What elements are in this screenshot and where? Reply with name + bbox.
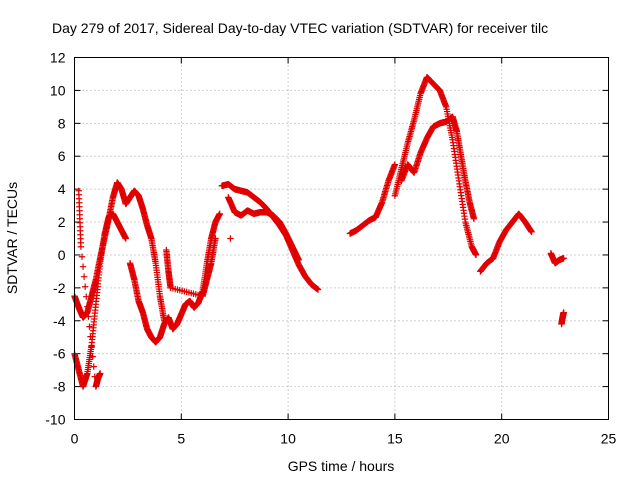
x-tick-labels: 0 5 10 15 20 25 bbox=[71, 431, 617, 447]
x-tick-label: 0 bbox=[71, 431, 79, 447]
x-tick-label: 10 bbox=[280, 431, 296, 447]
y-tick-label: -2 bbox=[53, 280, 66, 296]
plot-frame bbox=[74, 57, 609, 420]
data-point bbox=[212, 235, 219, 242]
y-tick-label: -4 bbox=[53, 313, 66, 329]
data-point bbox=[216, 210, 223, 218]
data-point bbox=[83, 293, 90, 300]
x-tick-label: 20 bbox=[494, 431, 510, 447]
data-point bbox=[470, 215, 478, 222]
data-point bbox=[86, 323, 93, 330]
data-point bbox=[295, 256, 302, 264]
y-tick-label: 4 bbox=[58, 181, 66, 197]
data-point bbox=[89, 353, 96, 360]
data-point bbox=[80, 273, 88, 280]
y-tick-label: -8 bbox=[53, 379, 66, 395]
data-point bbox=[96, 370, 104, 377]
data-point bbox=[88, 343, 95, 350]
data-point bbox=[87, 333, 94, 340]
y-tick-labels: -10 -8 -6 -4 -2 0 2 4 6 8 10 12 bbox=[45, 50, 65, 428]
y-tick-label: 6 bbox=[58, 148, 66, 164]
x-tick-label: 15 bbox=[387, 431, 403, 447]
data-point bbox=[77, 243, 85, 250]
y-tick-label: 12 bbox=[50, 50, 66, 66]
data-points bbox=[71, 74, 567, 390]
y-axis-label: SDTVAR / TECUs bbox=[4, 182, 20, 294]
data-point bbox=[78, 253, 86, 260]
y-tick-label: 0 bbox=[58, 247, 66, 263]
data-point bbox=[79, 263, 87, 270]
data-point bbox=[227, 235, 234, 242]
x-axis-label: GPS time / hours bbox=[288, 458, 395, 474]
data-point bbox=[122, 235, 129, 242]
y-tick-label: -10 bbox=[45, 412, 65, 428]
data-point bbox=[472, 251, 480, 259]
x-tick-label: 5 bbox=[177, 431, 185, 447]
y-tick-label: 2 bbox=[58, 214, 66, 230]
x-tick-label: 25 bbox=[601, 431, 617, 447]
grid-lines bbox=[74, 57, 609, 420]
chart-title: Day 279 of 2017, Sidereal Day-to-day VTE… bbox=[52, 20, 548, 36]
y-tick-label: 8 bbox=[58, 115, 66, 131]
y-tick-label: 10 bbox=[50, 82, 66, 98]
data-point bbox=[528, 228, 535, 236]
data-point bbox=[391, 161, 399, 168]
data-point bbox=[314, 286, 322, 293]
data-point bbox=[560, 309, 567, 316]
data-point bbox=[81, 283, 89, 290]
axis-ticks bbox=[74, 57, 609, 420]
data-point bbox=[90, 363, 97, 370]
y-tick-label: -6 bbox=[53, 346, 66, 362]
data-point bbox=[85, 313, 92, 320]
data-point bbox=[84, 303, 91, 310]
data-point bbox=[560, 255, 567, 262]
